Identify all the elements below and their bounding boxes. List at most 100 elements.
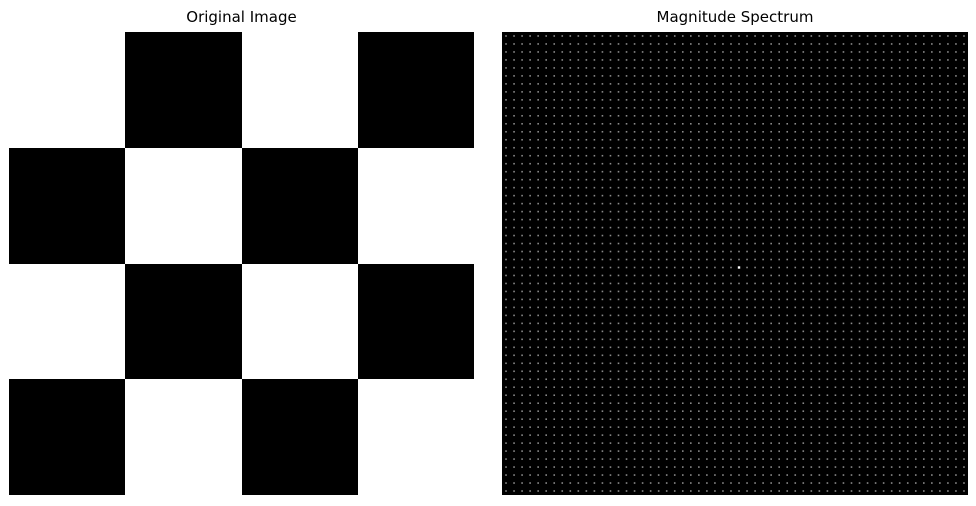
spectrum-dot [673,418,676,420]
spectrum-dot [842,43,845,45]
spectrum-dot [818,178,821,181]
spectrum-dot [963,370,965,373]
spectrum-dot [914,434,917,436]
spectrum-dot [601,250,604,253]
spectrum-dot [633,258,636,261]
spectrum-dot [914,482,917,484]
spectrum-dot [505,386,507,389]
spectrum-dot [681,170,684,173]
spectrum-dot [850,434,853,436]
spectrum-dot [963,194,965,197]
spectrum-dot [818,67,821,69]
spectrum-dot [698,202,700,205]
spectrum-dot [738,51,740,53]
spectrum-dot [842,394,845,397]
spectrum-dot [754,218,756,221]
spectrum-dot [923,43,925,45]
spectrum-dot [593,282,596,285]
spectrum-dot [609,298,612,301]
spectrum-dot [890,362,893,365]
spectrum-dot [585,51,588,53]
spectrum-dot [593,43,596,45]
spectrum-dot [826,330,829,333]
spectrum-dot [842,162,845,165]
spectrum-dot [706,426,708,428]
spectrum-dot [706,362,708,365]
spectrum-dot [593,314,596,317]
spectrum-dot [569,91,572,93]
spectrum-dot [850,75,853,77]
spectrum-dot [746,290,748,293]
spectrum-dot [537,250,539,253]
spectrum-dot [826,83,829,85]
spectrum-dot [874,290,877,293]
spectrum-dot [601,322,604,325]
spectrum-dot [513,194,515,197]
spectrum-dot [730,346,732,349]
spectrum-dot [681,154,684,157]
spectrum-dot [657,67,660,69]
spectrum-dot [882,178,885,181]
spectrum-dot [914,226,917,229]
spectrum-dot [890,43,893,45]
spectrum-dot [593,194,596,197]
spectrum-dot [906,138,909,141]
spectrum-dot [698,410,700,412]
spectrum-dot [513,306,515,309]
spectrum-dot [521,154,523,157]
spectrum-dot [714,51,716,53]
spectrum-dot [730,234,732,237]
spectrum-dot [754,450,756,452]
spectrum-dot [850,59,853,61]
spectrum-dot [834,146,837,149]
spectrum-dot [625,386,628,389]
spectrum-dot [939,234,941,237]
spectrum-dot [641,386,644,389]
spectrum-dot [730,282,732,285]
spectrum-dot [649,154,652,157]
spectrum-dot [673,346,676,349]
spectrum-dot [874,138,877,141]
spectrum-dot [513,426,515,428]
spectrum-dot [545,170,547,173]
spectrum-dot [947,458,949,460]
spectrum-dot [561,298,564,301]
spectrum-dot [649,170,652,173]
spectrum-dot [593,202,596,205]
spectrum-dot [577,466,580,468]
spectrum-dot [947,43,949,45]
spectrum-dot [513,330,515,333]
spectrum-dot [850,99,853,101]
spectrum-dot [617,482,620,484]
spectrum-dot [665,218,668,221]
spectrum-dot [890,386,893,389]
spectrum-dot [923,482,925,484]
spectrum-dot [649,59,652,61]
spectrum-dot [665,202,668,205]
spectrum-dot [842,202,845,205]
spectrum-dot [601,306,604,309]
spectrum-dot [537,59,539,61]
spectrum-dot [585,194,588,197]
spectrum-dot [585,386,588,389]
spectrum-dot [521,298,523,301]
spectrum-dot [754,442,756,444]
spectrum-dot [585,394,588,397]
spectrum-dot [866,378,869,381]
spectrum-dot [890,346,893,349]
spectrum-dot [754,474,756,476]
spectrum-dot [939,130,941,133]
spectrum-dot [890,450,893,452]
spectrum-dot [722,178,724,181]
spectrum-dot [923,402,925,404]
spectrum-dot [947,210,949,213]
spectrum-dot [963,178,965,181]
spectrum-dot [898,282,901,285]
spectrum-dot [505,154,507,157]
spectrum-dot [923,426,925,428]
spectrum-dot [802,442,805,444]
spectrum-dot [569,178,572,181]
spectrum-dot [786,202,789,205]
spectrum-dot [834,35,837,37]
spectrum-dot [770,194,772,197]
